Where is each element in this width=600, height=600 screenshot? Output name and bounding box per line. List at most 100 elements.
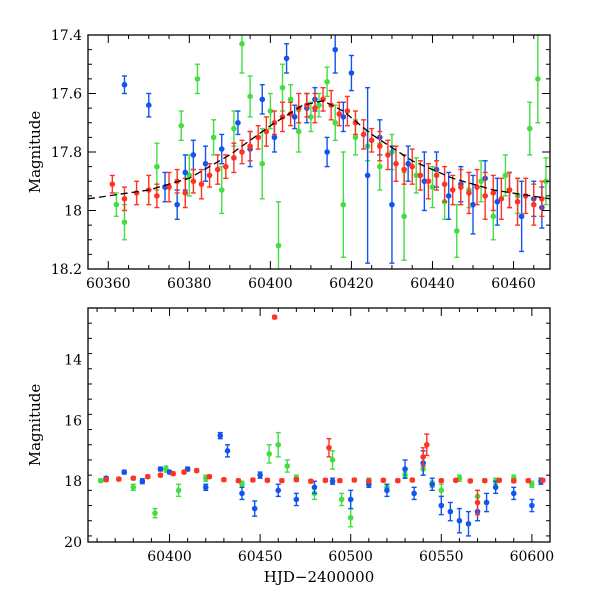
data-point: [166, 184, 172, 190]
x-tick-label: 60450: [238, 549, 283, 565]
data-point: [352, 119, 359, 126]
x-tick-label: 60600: [510, 549, 555, 565]
series-blue: [103, 431, 544, 537]
data-point: [251, 505, 258, 512]
data-point: [139, 478, 146, 485]
data-point: [103, 476, 109, 483]
data-point: [210, 134, 217, 141]
data-point: [510, 490, 517, 497]
data-point: [347, 496, 354, 503]
data-point: [467, 478, 474, 484]
data-point: [217, 432, 224, 439]
data-point: [433, 172, 440, 179]
data-point: [116, 476, 122, 482]
data-point: [529, 502, 535, 509]
data-point: [267, 108, 274, 114]
data-point: [279, 477, 285, 484]
data-point: [152, 510, 158, 516]
data-point: [366, 478, 372, 484]
data-point: [385, 152, 391, 158]
data-point: [332, 119, 339, 126]
data-point: [259, 160, 266, 167]
x-tick-label: 60550: [419, 549, 464, 565]
data-point: [368, 137, 375, 144]
data-point: [449, 187, 456, 193]
data-point: [190, 152, 197, 158]
data-point: [351, 477, 358, 483]
y-tick-label: 18: [64, 474, 82, 490]
data-point: [231, 125, 237, 132]
data-point: [295, 128, 302, 135]
data-point: [337, 477, 343, 484]
y-tick-label: 14: [64, 353, 82, 369]
top-y-axis-title: Magnitude: [26, 111, 44, 194]
data-point: [492, 484, 499, 491]
data-point: [429, 184, 436, 190]
data-point: [344, 108, 351, 114]
data-point: [494, 198, 501, 205]
data-point: [275, 242, 282, 249]
data-point: [417, 172, 424, 179]
data-point: [332, 46, 339, 53]
data-point: [222, 163, 229, 170]
data-point: [474, 499, 481, 506]
data-point: [347, 514, 354, 521]
data-point: [311, 484, 318, 491]
data-point: [352, 134, 359, 141]
plot-area: [97, 314, 546, 537]
data-point: [447, 508, 454, 515]
series-green: [113, 35, 549, 269]
data-point: [308, 478, 314, 485]
data-point: [130, 475, 137, 481]
series-red: [103, 314, 546, 516]
data-point: [231, 155, 237, 161]
data-point: [405, 160, 411, 167]
data-point: [283, 55, 290, 62]
data-point: [266, 451, 272, 457]
data-point: [284, 463, 291, 469]
x-tick-label: 60440: [410, 276, 455, 292]
x-tick-label: 60460: [491, 276, 536, 292]
data-point: [438, 477, 445, 484]
data-point: [402, 466, 408, 472]
data-point: [441, 181, 448, 187]
data-point: [470, 201, 476, 208]
data-point: [483, 499, 490, 506]
data-point: [421, 178, 428, 185]
data-point: [530, 201, 537, 208]
data-point: [218, 187, 225, 193]
data-point: [393, 160, 399, 167]
x-tick-label: 60420: [329, 276, 374, 292]
data-point: [291, 114, 298, 120]
data-point: [162, 184, 168, 190]
data-point: [340, 201, 347, 208]
top-panel: 60360 60380 60400 60420 60440 60460 17.4 17.6 17…: [26, 28, 551, 292]
data-point: [174, 201, 180, 208]
data-point: [224, 448, 231, 454]
data-point: [279, 84, 286, 91]
data-point: [113, 201, 120, 208]
data-point: [175, 487, 182, 494]
data-point: [384, 487, 390, 494]
bottom-panel-ticks: 60400 60450 60500 60550 60600 14 16 18 20: [64, 307, 555, 565]
data-point: [409, 477, 416, 483]
data-point: [525, 477, 532, 484]
y-tick-label: 17.8: [51, 145, 82, 161]
data-point: [329, 457, 336, 463]
data-point: [202, 160, 209, 167]
y-tick-label: 18: [64, 204, 82, 220]
bottom-panel: 60400 60450 60500 60550 60600 14 16 18 20 Magnit…: [26, 307, 555, 586]
data-point: [181, 469, 187, 475]
data-point: [413, 172, 420, 179]
data-point: [239, 481, 245, 488]
data-point: [539, 477, 546, 484]
data-point: [206, 473, 213, 480]
data-point: [218, 146, 225, 152]
data-point: [109, 181, 116, 187]
data-point: [401, 166, 407, 173]
data-point: [465, 520, 472, 527]
data-point: [275, 441, 282, 448]
data-point: [257, 472, 263, 478]
data-point: [510, 478, 517, 484]
y-tick-label: 20: [64, 535, 82, 551]
